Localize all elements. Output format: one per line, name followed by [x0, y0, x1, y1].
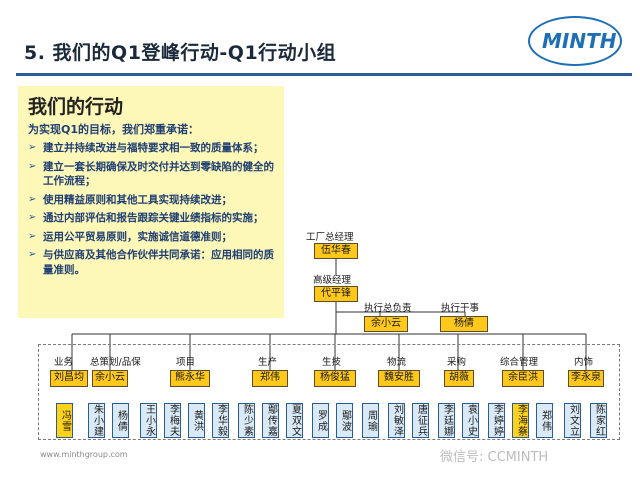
dept-role-interior: 内饰	[574, 357, 594, 368]
member-box: 唐征兵	[412, 403, 429, 438]
logo-ring	[528, 16, 622, 66]
dept-head-box: 杨俊猛	[314, 370, 356, 387]
member-box: 周瑜	[362, 403, 379, 438]
factory-gm-box: 伍华春	[314, 243, 358, 259]
member-box: 刘文立	[564, 403, 581, 438]
panel-title: 我们的行动	[28, 96, 124, 118]
dept-role-project: 项目	[176, 357, 196, 368]
dept-head-box: 胡薇	[444, 370, 474, 387]
logo-text: MINTH	[542, 29, 617, 53]
list-item: ➢ 使用精益原则和其他工具实现持续改进；	[28, 193, 232, 206]
member-box: 李廷娜	[438, 403, 455, 438]
member-box: 杨倩	[112, 403, 129, 438]
member-box: 陈家红	[590, 403, 607, 438]
list-item: ➢ 通过内部评估和报告跟踪关键业绩指标的实施；	[28, 212, 264, 224]
title-divider	[16, 73, 632, 76]
member-box: 朱小建	[88, 403, 105, 438]
list-item: ➢ 运用公平贸易原则，实施诚信道德准则；	[28, 230, 232, 243]
member-box: 李梅夫	[164, 403, 181, 438]
member-box: 郑伟	[536, 403, 553, 438]
member-box: 李婷婷	[488, 403, 505, 438]
dept-head-box: 郑伟	[252, 370, 288, 387]
member-box: 王小永	[140, 403, 157, 438]
bullet-arrow-icon: ➢	[28, 142, 37, 153]
commitment-list: ➢ 建立并持续改进与福特要求相一致的质量体系； ➢ 建立一套长期确保及时交付并达到零…	[26, 141, 276, 277]
member-box: 黄洪	[188, 403, 205, 438]
senior-manager-role: 高级经理	[313, 275, 352, 286]
member-box: 鄢传嘉	[262, 403, 279, 438]
member-box: 夏双文	[286, 403, 303, 438]
wechat-watermark: 微信号: CCMINTH	[440, 450, 549, 465]
dept-head-box: 刘昌均	[50, 370, 88, 387]
dept-role-engineering: 生技	[322, 357, 342, 368]
dept-role-planning-qa: 总策划/品保	[90, 357, 141, 368]
dept-head-box: 熊永华	[170, 370, 210, 387]
factory-gm-role: 工厂总经理	[306, 232, 354, 243]
dept-role-sales: 业务	[54, 357, 74, 368]
senior-manager-box: 代平锋	[314, 286, 358, 302]
footer-url: www.minthgroup.com	[40, 450, 128, 459]
member-box: 冯雪	[56, 403, 73, 438]
dept-head-box: 魏安胜	[378, 370, 420, 387]
bullet-arrow-icon: ➢	[28, 193, 37, 205]
list-item: ➢ 与供应商及其他合作伙伴共同承诺：应用相同的质量准则。	[28, 249, 274, 276]
dept-role-general-mgmt: 综合管理	[500, 357, 539, 368]
department-group-frame	[38, 344, 620, 440]
member-box: 罗成	[312, 403, 329, 438]
exec-officer-box: 杨倩	[440, 316, 488, 332]
dept-role-logistics: 物流	[387, 357, 407, 368]
member-box: 袁小史	[462, 403, 479, 438]
dept-head-box: 李永泉	[568, 370, 604, 387]
action-panel: 我们的行动 为实现Q1的目标，我们郑重承诺： ➢ 建立并持续改进与福特要求相一致的…	[18, 86, 284, 318]
list-item: ➢ 建立一套长期确保及时交付并达到零缺陷的健全的工作流程；	[28, 160, 274, 188]
exec-officer-role: 执行干事	[441, 303, 480, 314]
member-box: 鄢波	[336, 403, 353, 438]
minth-logo: MINTH	[528, 16, 624, 68]
page-title: 5. 我们的Q1登峰行动-Q1行动小组	[24, 42, 337, 64]
list-item: ➢ 建立并持续改进与福特要求相一致的质量体系；	[28, 142, 264, 154]
member-box: 李华毅	[212, 403, 229, 438]
panel-subtitle: 为实现Q1的目标，我们郑重承诺：	[28, 123, 200, 136]
member-box: 陈少素	[238, 403, 255, 438]
member-box: 李海蔡	[512, 403, 529, 438]
dept-role-production: 生产	[258, 357, 278, 368]
bullet-arrow-icon: ➢	[28, 230, 37, 242]
bullet-arrow-icon: ➢	[28, 160, 37, 172]
bullet-arrow-icon: ➢	[28, 212, 37, 223]
member-box: 刘敏泽	[388, 403, 405, 438]
dept-head-box: 余小云	[92, 370, 128, 387]
bullet-arrow-icon: ➢	[28, 249, 37, 260]
exec-lead-box: 余小云	[364, 316, 408, 332]
dept-role-purchasing: 采购	[447, 357, 467, 368]
exec-lead-role: 执行总负责	[364, 303, 412, 314]
dept-head-box: 余臣洪	[502, 370, 544, 387]
